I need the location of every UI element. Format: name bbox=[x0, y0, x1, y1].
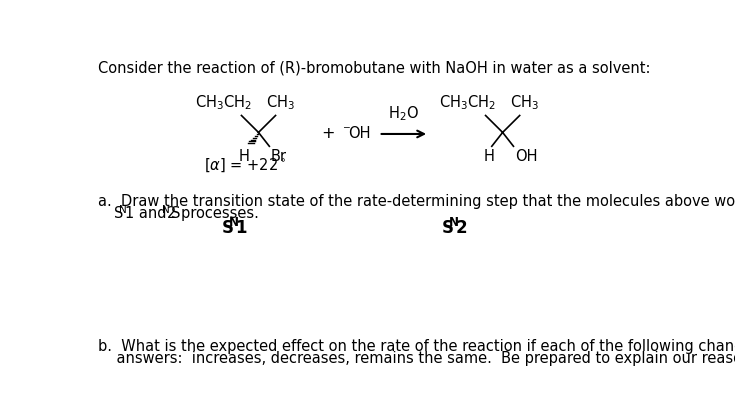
Text: N: N bbox=[162, 205, 170, 215]
Text: S: S bbox=[222, 219, 234, 237]
Text: CH$_3$CH$_2$: CH$_3$CH$_2$ bbox=[196, 94, 252, 113]
Text: CH$_3$: CH$_3$ bbox=[510, 94, 539, 113]
Text: N: N bbox=[229, 216, 239, 229]
Text: 1: 1 bbox=[235, 219, 247, 237]
Text: Br: Br bbox=[271, 149, 287, 164]
Text: S: S bbox=[442, 219, 454, 237]
Text: OH: OH bbox=[348, 126, 371, 141]
Text: a.  Draw the transition state of the rate-determining step that the molecules ab: a. Draw the transition state of the rate… bbox=[98, 194, 735, 209]
Text: CH$_3$CH$_2$: CH$_3$CH$_2$ bbox=[440, 94, 496, 113]
Text: N: N bbox=[449, 216, 459, 229]
Text: Consider the reaction of (R)-bromobutane with NaOH in water as a solvent:: Consider the reaction of (R)-bromobutane… bbox=[98, 61, 650, 76]
Text: H: H bbox=[239, 149, 250, 164]
Text: H: H bbox=[483, 149, 494, 164]
Text: $^{-}$: $^{-}$ bbox=[343, 123, 351, 137]
Text: 2 processes.: 2 processes. bbox=[168, 206, 259, 221]
Text: S: S bbox=[114, 206, 123, 221]
Text: 2: 2 bbox=[456, 219, 467, 237]
Text: CH$_3$: CH$_3$ bbox=[266, 94, 295, 113]
Text: OH: OH bbox=[515, 149, 537, 164]
Text: 1 and S: 1 and S bbox=[125, 206, 180, 221]
Text: answers:  increases, decreases, remains the same.  Be prepared to explain our re: answers: increases, decreases, remains t… bbox=[98, 351, 735, 366]
Text: b.  What is the expected effect on the rate of the reaction if each of the follo: b. What is the expected effect on the ra… bbox=[98, 339, 735, 354]
Text: +: + bbox=[321, 126, 335, 141]
Text: H$_2$O: H$_2$O bbox=[388, 105, 419, 123]
Text: [$\alpha$] = +22$^\circ$: [$\alpha$] = +22$^\circ$ bbox=[204, 157, 287, 174]
Text: N: N bbox=[119, 205, 127, 215]
